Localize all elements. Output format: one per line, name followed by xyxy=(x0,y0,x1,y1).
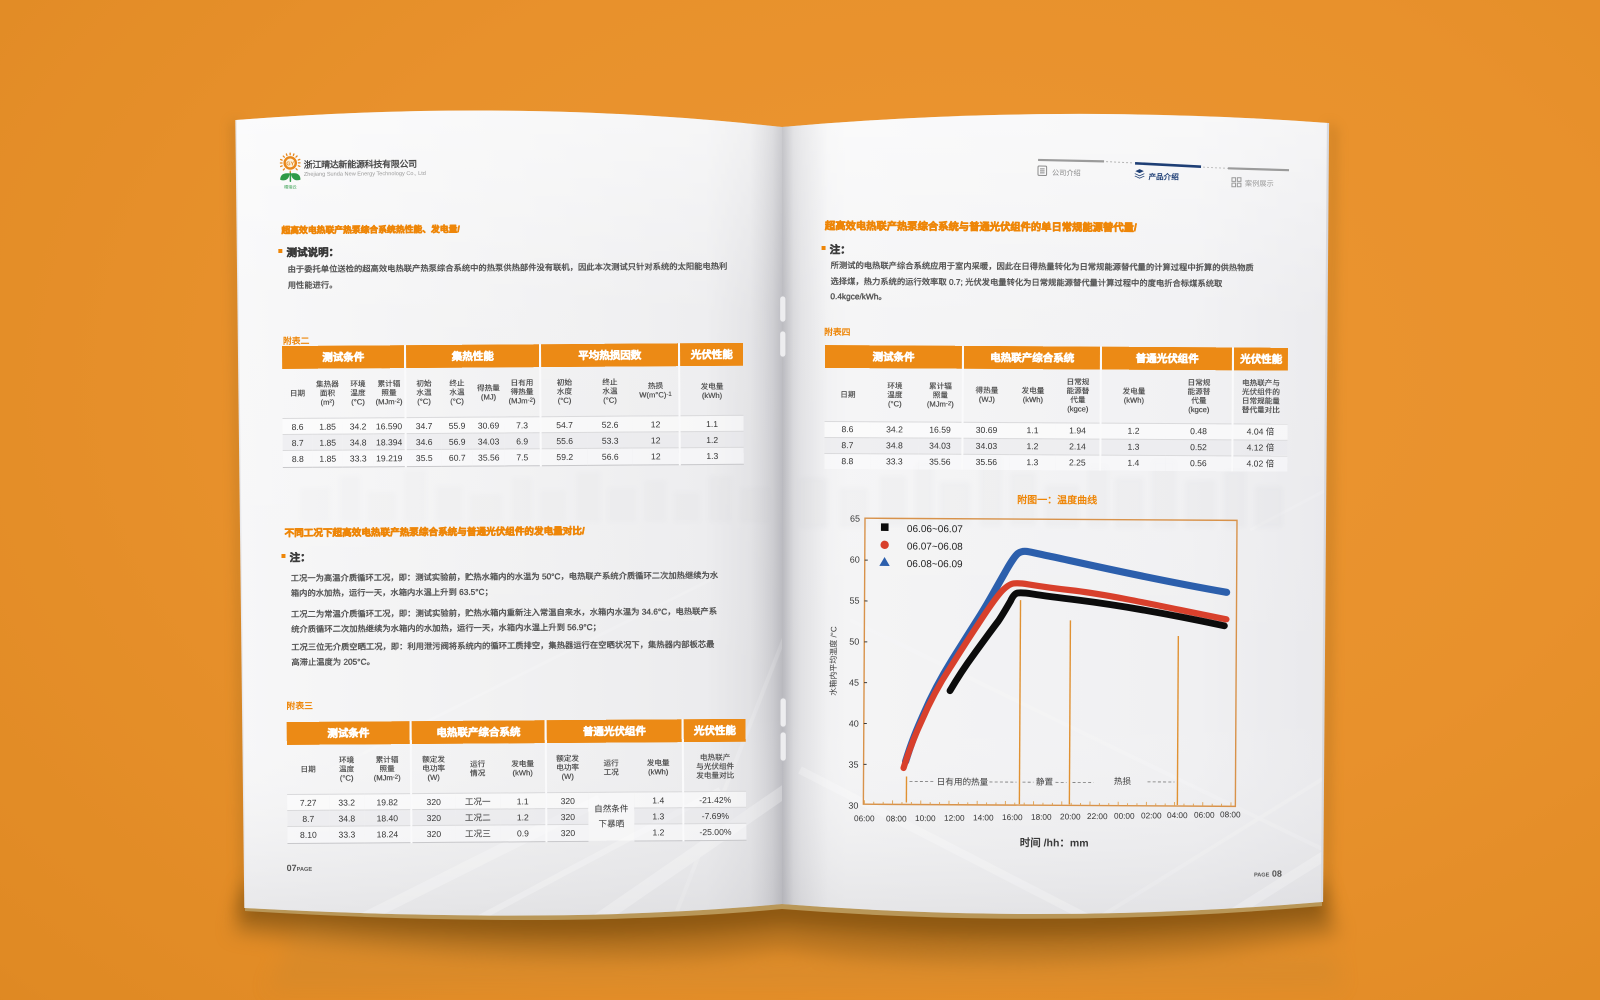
svg-text:18:00: 18:00 xyxy=(1031,813,1052,822)
svg-text:产品介绍: 产品介绍 xyxy=(1148,171,1179,181)
svg-text:60: 60 xyxy=(850,555,860,565)
svg-text:40: 40 xyxy=(849,719,859,729)
svg-text:静置: 静置 xyxy=(1036,776,1054,787)
svg-text:GY: GY xyxy=(286,161,294,167)
svg-text:65: 65 xyxy=(850,514,860,524)
svg-text:06.07~06.08: 06.07~06.08 xyxy=(907,541,963,552)
svg-text:30: 30 xyxy=(848,801,858,811)
svg-text:06:00: 06:00 xyxy=(854,814,875,823)
svg-text:08:00: 08:00 xyxy=(886,814,907,823)
svg-text:16:00: 16:00 xyxy=(1002,813,1023,822)
svg-text:20:00: 20:00 xyxy=(1060,812,1081,821)
svg-text:55: 55 xyxy=(849,596,859,606)
svg-text:10:00: 10:00 xyxy=(915,814,936,823)
svg-text:22:00: 22:00 xyxy=(1087,812,1108,821)
svg-text:06.06~06.07: 06.06~06.07 xyxy=(907,524,963,535)
svg-text:14:00: 14:00 xyxy=(973,813,994,822)
svg-text:案例展示: 案例展示 xyxy=(1245,179,1274,188)
svg-text:04:00: 04:00 xyxy=(1167,811,1188,820)
svg-text:06.08~06.09: 06.08~06.09 xyxy=(907,559,963,570)
svg-text:06:00: 06:00 xyxy=(1194,811,1215,820)
svg-text:日有用的热量: 日有用的热量 xyxy=(937,776,989,787)
svg-text:12:00: 12:00 xyxy=(944,814,965,823)
svg-text:水箱内平均温度 /°C: 水箱内平均温度 /°C xyxy=(828,626,838,696)
svg-text:附图一：温度曲线: 附图一：温度曲线 xyxy=(1017,493,1097,506)
svg-text:50: 50 xyxy=(849,637,859,647)
svg-text:精瑞云: 精瑞云 xyxy=(284,183,297,190)
svg-text:时间 /hh：mm: 时间 /hh：mm xyxy=(1020,836,1089,849)
svg-text:35: 35 xyxy=(849,760,859,770)
svg-text:公司介绍: 公司介绍 xyxy=(1052,168,1081,177)
svg-text:45: 45 xyxy=(849,678,859,688)
svg-text:热损: 热损 xyxy=(1114,775,1132,786)
svg-text:00:00: 00:00 xyxy=(1114,812,1135,821)
svg-text:02:00: 02:00 xyxy=(1141,811,1162,820)
svg-text:08:00: 08:00 xyxy=(1220,810,1241,819)
